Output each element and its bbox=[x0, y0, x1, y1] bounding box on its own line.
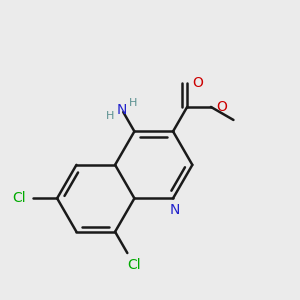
Text: N: N bbox=[169, 203, 180, 217]
Text: N: N bbox=[117, 103, 127, 116]
Text: H: H bbox=[129, 98, 137, 108]
Text: H: H bbox=[106, 111, 114, 121]
Text: Cl: Cl bbox=[127, 258, 141, 272]
Text: O: O bbox=[192, 76, 203, 90]
Text: O: O bbox=[216, 100, 227, 114]
Text: Cl: Cl bbox=[12, 191, 26, 205]
